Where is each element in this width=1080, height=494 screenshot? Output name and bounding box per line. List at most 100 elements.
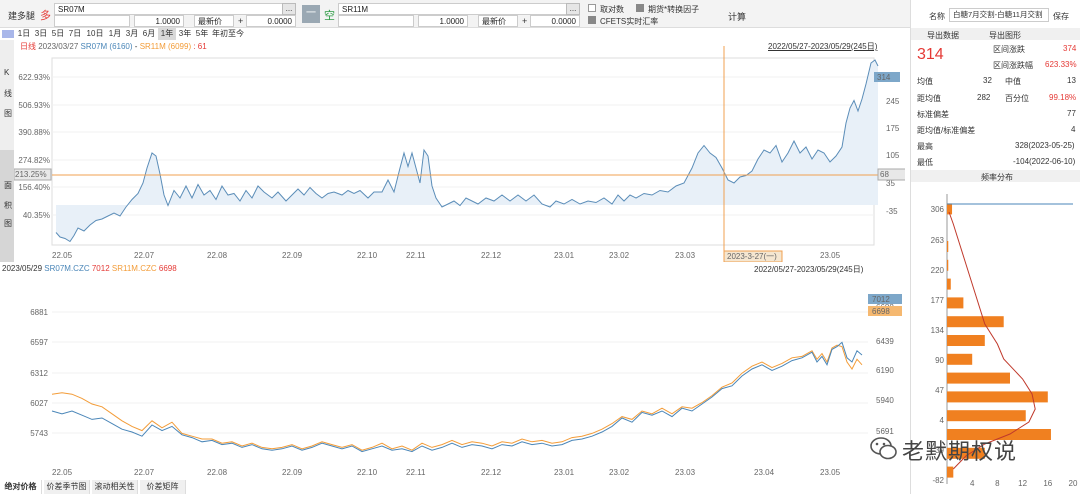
short-code-input[interactable]: SR11M [338,3,578,15]
long-browse-button[interactable]: ... [282,3,296,15]
s1-line [51,341,863,453]
save-button[interactable]: 保存 [1053,12,1069,21]
hist-bar [947,241,949,252]
period-6[interactable]: 3月 [125,29,139,38]
short-offset-input[interactable]: 0.0000 [530,15,580,27]
x-tick: 22.09 [282,468,303,477]
hist-bar [947,335,985,346]
last-value-label: 314 [877,73,891,82]
short-qty-input[interactable]: 1.0000 [418,15,468,27]
hist-bar [947,447,985,459]
mean-label: 均值 [917,77,933,86]
left-tick: 6881 [30,308,48,317]
long-offset-input[interactable]: 0.0000 [246,15,296,27]
left-tick: 6597 [30,338,48,347]
period-4[interactable]: 10日 [86,29,104,38]
wechat-logo-icon [870,437,897,460]
median-value: 13 [1067,76,1076,85]
period-7[interactable]: 6月 [142,29,156,38]
tab-1[interactable]: 价差季节图 [44,480,90,494]
right-tick: 35 [886,179,895,188]
x-tick: 22.11 [406,251,426,260]
long-select[interactable] [54,15,130,27]
name-input[interactable]: 白糖7月交割-白糖11月交割 [949,8,1049,22]
crosshair-left-box [14,168,52,181]
x-tick: 22.11 [406,468,426,477]
range-change-label: 区间涨跌 [993,45,1025,54]
period-11[interactable]: 年初至今 [212,29,244,38]
reciprocal-label: 取对数 [600,5,624,14]
period-3[interactable]: 7日 [68,29,82,38]
y-tick: 4 [940,416,945,425]
toolbar: 建多腿 多 SR07M ... 1.0000 最新价 + 0.0000 一 空 … [0,0,1080,28]
tag2-label: 6698 [872,307,890,316]
tab-2[interactable]: 滚动相关性 [92,480,138,494]
percentile-value: 99.18% [1049,93,1077,102]
hist-bar [947,429,1051,440]
right-tick: 5940 [876,396,894,405]
x-tick: 22.07 [134,251,155,260]
tag1-box [868,294,902,304]
long-plus-label: + [238,16,244,26]
left-tick: 5743 [30,429,48,438]
right-tick: 6439 [876,337,894,346]
legend-series1: SR07M (6160) [80,42,133,51]
hist-bar [947,353,973,365]
x-tick: 23.04 [754,468,775,477]
s1-value: 7012 [91,264,110,273]
period-0[interactable]: 1日 [17,29,31,38]
y-tick: 177 [931,296,945,305]
y-tick: -39 [932,446,944,455]
long-qty-input[interactable]: 1.0000 [134,15,184,27]
period-8[interactable]: 1年 [158,28,176,40]
swap-minus-button[interactable]: 一 [302,5,320,23]
calc-button[interactable]: 计算 [728,12,747,22]
period-10[interactable]: 5年 [195,29,209,38]
x-tick: 4 [970,479,975,488]
top-range-label: 2022/05/27-2023/05/29(245日) [768,42,878,51]
x-tick: 23.03 [675,468,696,477]
price-chart: 2023/05/29 SR07M.CZC 7012 SR11M.CZC 6698… [0,262,905,480]
stats-panel: 名称 白糖7月交割-白糖11月交割 保存 导出数据 导出图形 314 区间涨跌 … [910,0,1080,494]
short-select[interactable] [338,15,414,27]
reciprocal-checkbox[interactable] [588,4,596,12]
export-data-button[interactable]: 导出数据 [927,31,959,40]
tab-3[interactable]: 价差矩阵 [140,480,186,494]
x-tick: 23.01 [554,251,575,260]
frequency-histogram: 306 263 220 177 134 90 47 4 -39 -82 4 8 12 16 20 [931,194,1078,488]
range-pct-value: 623.33% [1045,60,1077,69]
std-label: 标准偏差 [917,110,949,119]
range-pct-label: 区间涨跌幅 [993,61,1033,70]
long-code-input[interactable]: SR07M [54,3,294,15]
x-tick: 22.05 [52,468,73,477]
chart-side-bar-active [0,150,14,262]
right-tick: 5691 [876,427,894,436]
export-chart-button[interactable]: 导出图形 [989,31,1021,40]
period-1[interactable]: 3日 [34,29,48,38]
right-tick: 6190 [876,366,894,375]
fx-checkbox[interactable] [636,4,644,12]
y-tick: 220 [931,266,945,275]
period-2[interactable]: 5日 [51,29,65,38]
price-plot: 6881659763126027574366886439619059405691… [30,294,902,477]
hist-bar [947,391,1048,403]
x-tick: 8 [995,479,1000,488]
short-browse-button[interactable]: ... [566,3,580,15]
short-price-type-select[interactable]: 最新价 [478,15,518,27]
legend-sep: - [134,42,138,51]
cfets-checkbox[interactable] [588,16,596,24]
x-tick: 22.09 [282,251,303,260]
period-5[interactable]: 1月 [108,29,122,38]
high-label: 最高 [917,142,933,151]
side-mian-label: 面 [4,181,12,190]
spread-chart: K 线 图 面 积 图 日线 2023/03/27 SR07M (6160) -… [0,40,905,262]
short-label: 空 [324,10,335,22]
side-tu-label: 图 [4,109,12,118]
long-price-type-select[interactable]: 最新价 [194,15,234,27]
legend-date: 2023/03/27 [38,42,79,51]
legend-series2: SR11M (6099) [139,42,192,51]
tab-0[interactable]: 绝对价格 [0,480,42,494]
period-9[interactable]: 3年 [178,29,192,38]
right-tick: 245 [886,97,900,106]
x-tick: 22.08 [207,468,228,477]
